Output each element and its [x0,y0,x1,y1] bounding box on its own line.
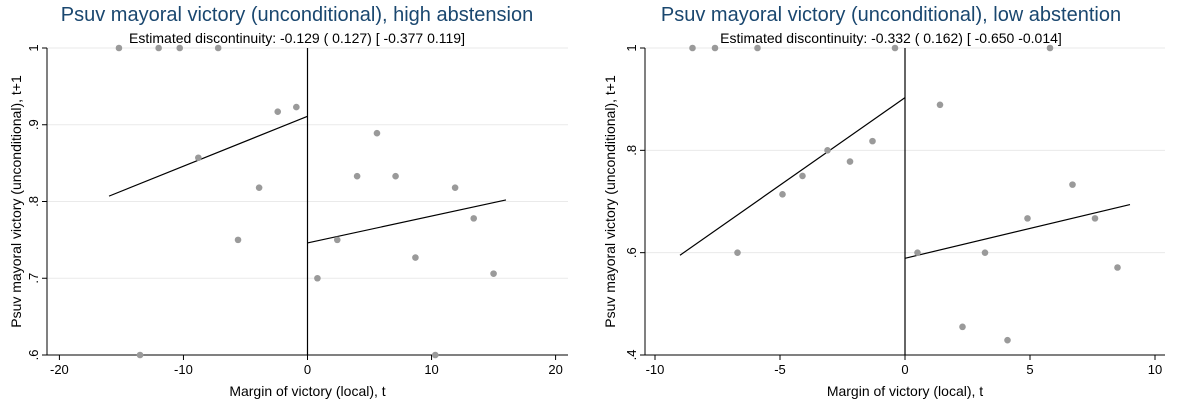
data-point [115,44,123,52]
data-point [490,270,497,277]
y-tick-label: .6 [26,350,41,361]
data-point [1069,181,1076,188]
data-point [1046,44,1054,52]
y-tick-label: .4 [624,350,639,361]
data-point [846,158,854,165]
data-point [799,172,806,180]
fit-line-right [904,203,1131,259]
data-point [1091,215,1099,222]
chart-panel-left: .6 .7 .8 .9 1 -20 -10 0 10 20 Margin of victory (l… [8,4,568,399]
data-point [1024,215,1031,222]
data-point [779,191,786,198]
chart-subtitle-left: Estimated discontinuity: -0.129 ( 0.127)… [129,30,465,46]
data-point [914,249,921,256]
y-tick-label: .6 [624,247,639,258]
y-axis-label: Psuv mayoral victory (unconditional), t+… [602,75,618,328]
data-point [711,44,719,52]
y-tick-label: .9 [26,119,41,130]
x-tick-label: 10 [424,362,438,377]
data-point [1004,336,1011,344]
x-tick-label: -20 [50,362,69,377]
x-axis-label: Margin of victory (local), t [827,383,983,399]
x-tick-label: 20 [548,362,562,377]
data-point [176,44,184,52]
data-point [412,254,419,261]
y-tick-label: .8 [624,145,639,156]
data-point [293,103,300,111]
x-tick-label: 10 [1148,362,1162,377]
fit-line-left [108,115,308,197]
data-point [451,184,459,191]
fit-line-right [307,199,507,244]
chart-subtitle-right: Estimated discontinuity: -0.332 ( 0.162)… [720,30,1062,46]
data-point [1114,264,1121,271]
x-tick-label: -10 [646,362,665,377]
data-point [754,44,761,52]
data-point [314,274,321,282]
data-point [869,137,876,145]
data-point [936,101,944,109]
data-point [195,154,202,162]
y-tick-label: .7 [26,273,41,284]
data-point [689,44,696,52]
data-point [353,172,361,180]
y-axis-label: Psuv mayoral victory (unconditional), t+… [8,75,24,328]
data-point [392,172,399,180]
x-axis-label: Margin of victory (local), t [229,383,385,399]
data-point [734,249,741,256]
x-tick-label: -10 [174,362,193,377]
data-point [274,108,282,116]
data-point [431,351,439,359]
x-tick-label: 5 [1026,362,1033,377]
chart-svg-left: .6 .7 .8 .9 1 -20 -10 0 10 20 Margin of victory (l… [8,44,568,399]
fit-line-left [679,97,906,256]
chart-title-left: Psuv mayoral victory (unconditional), hi… [60,4,534,26]
data-point [891,44,899,52]
chart-title-right: Psuv mayoral victory (unconditional), lo… [660,4,1122,26]
data-point [155,44,162,52]
x-tick-label: -5 [774,362,786,377]
data-point [373,129,381,137]
data-point [136,351,144,359]
y-tick-label: .8 [26,196,41,207]
data-point [214,44,222,52]
data-point [333,236,341,244]
x-tick-label: 0 [304,362,311,377]
data-point [959,323,966,331]
x-tick-label: 0 [901,362,908,377]
data-point [470,215,478,222]
data-point [255,184,263,191]
data-point [234,236,242,244]
data-point [824,147,831,154]
chart-svg-right: .4 .6 .8 1 -10 -5 0 5 10 Margin of victory (local… [602,44,1165,399]
data-point [981,249,989,256]
y-tick-label: 1 [624,44,639,51]
chart-panel-right: .4 .6 .8 1 -10 -5 0 5 10 Margin of victory (local… [594,0,1188,401]
y-tick-label: 1 [26,44,41,51]
